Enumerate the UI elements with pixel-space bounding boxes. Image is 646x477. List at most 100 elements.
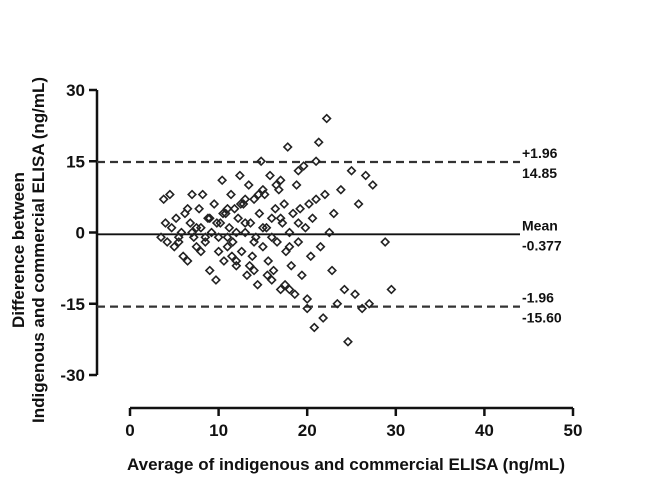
data-point (200, 232, 211, 243)
data-point (206, 227, 217, 238)
data-point (293, 237, 304, 247)
data-point (343, 336, 353, 347)
data-point (256, 156, 267, 167)
data-points (156, 113, 397, 347)
x-tick-label: 20 (298, 421, 317, 440)
x-tick-label: 30 (386, 421, 405, 440)
data-point (275, 213, 286, 224)
data-point (309, 322, 320, 333)
data-point (211, 218, 222, 228)
y-axis-title-line-2: Indigenous and commercial ELISA (ng/mL) (29, 77, 48, 423)
data-point (195, 222, 206, 233)
y-tick-label: -15 (60, 295, 85, 314)
data-point (222, 232, 233, 243)
data-point (173, 237, 184, 247)
data-point (295, 203, 306, 214)
data-point (266, 232, 277, 243)
data-point (360, 170, 371, 181)
data-point (240, 194, 251, 205)
data-point (233, 213, 244, 224)
data-point (286, 260, 297, 271)
data-point (166, 222, 177, 233)
data-point (339, 284, 350, 295)
data-point (254, 208, 265, 219)
data-point (162, 237, 173, 247)
data-point (284, 227, 295, 238)
data-point (311, 156, 321, 167)
data-point (272, 237, 283, 247)
data-point (234, 170, 245, 181)
data-point (319, 189, 330, 200)
x-tick-label: 10 (209, 421, 228, 440)
data-point (263, 256, 274, 266)
data-point (304, 199, 314, 209)
data-point (231, 227, 242, 238)
data-point (332, 298, 343, 309)
data-point (311, 194, 321, 205)
x-ticks: 0 10 20 30 40 50 (125, 408, 582, 440)
data-point (195, 246, 206, 257)
x-tick-label: 40 (475, 421, 494, 440)
data-point (346, 165, 357, 176)
data-point (245, 218, 256, 228)
data-point (231, 260, 242, 271)
data-point (327, 265, 337, 276)
data-point (187, 189, 197, 200)
x-axis-title: Average of indigenous and commercial ELI… (127, 455, 565, 474)
data-point (209, 199, 220, 209)
data-point (240, 227, 251, 238)
data-point (257, 241, 268, 252)
data-point (226, 251, 237, 262)
y-tick-label: 15 (66, 152, 85, 171)
data-point (213, 246, 224, 257)
data-point (288, 208, 298, 219)
data-point (231, 256, 242, 266)
data-point (284, 284, 295, 295)
data-point (218, 256, 229, 266)
data-point (213, 232, 224, 243)
data-point (252, 279, 263, 290)
y-tick-label: -30 (60, 366, 85, 385)
data-point (169, 241, 180, 252)
data-point (176, 227, 187, 238)
upper-line-label-bottom: 14.85 (522, 165, 557, 181)
data-point (268, 265, 279, 276)
data-point (182, 203, 193, 214)
x-tick-label: 0 (125, 421, 134, 440)
data-point (194, 203, 205, 214)
mean-line-label-top: Mean (522, 217, 558, 233)
lower-line-label-bottom: -15.60 (522, 310, 562, 326)
mean-line-label-bottom: -0.377 (522, 237, 562, 253)
data-point (386, 284, 397, 295)
data-point (197, 189, 208, 200)
data-point (222, 241, 233, 252)
data-point (247, 251, 258, 262)
y-tick-label: 0 (76, 224, 85, 243)
data-point (240, 218, 251, 228)
data-point (160, 218, 171, 228)
y-ticks: 30 15 0 -15 -30 (60, 81, 97, 385)
data-point (265, 170, 275, 181)
data-point (321, 113, 332, 124)
data-point (227, 237, 238, 247)
data-point (262, 270, 273, 281)
data-point (357, 303, 368, 314)
data-point (270, 203, 281, 214)
data-point (367, 180, 378, 190)
data-point (236, 246, 247, 257)
data-point (364, 298, 375, 309)
data-point (282, 142, 293, 152)
data-point (261, 222, 272, 233)
data-point (353, 199, 364, 209)
data-point (307, 213, 318, 224)
data-point (204, 213, 215, 224)
data-point (156, 232, 166, 243)
data-point (313, 137, 324, 148)
data-point (293, 165, 304, 176)
data-point (324, 227, 335, 238)
data-point (271, 180, 282, 190)
data-point (244, 260, 255, 271)
data-point (335, 184, 346, 195)
data-point (242, 270, 252, 281)
data-point (315, 241, 326, 252)
